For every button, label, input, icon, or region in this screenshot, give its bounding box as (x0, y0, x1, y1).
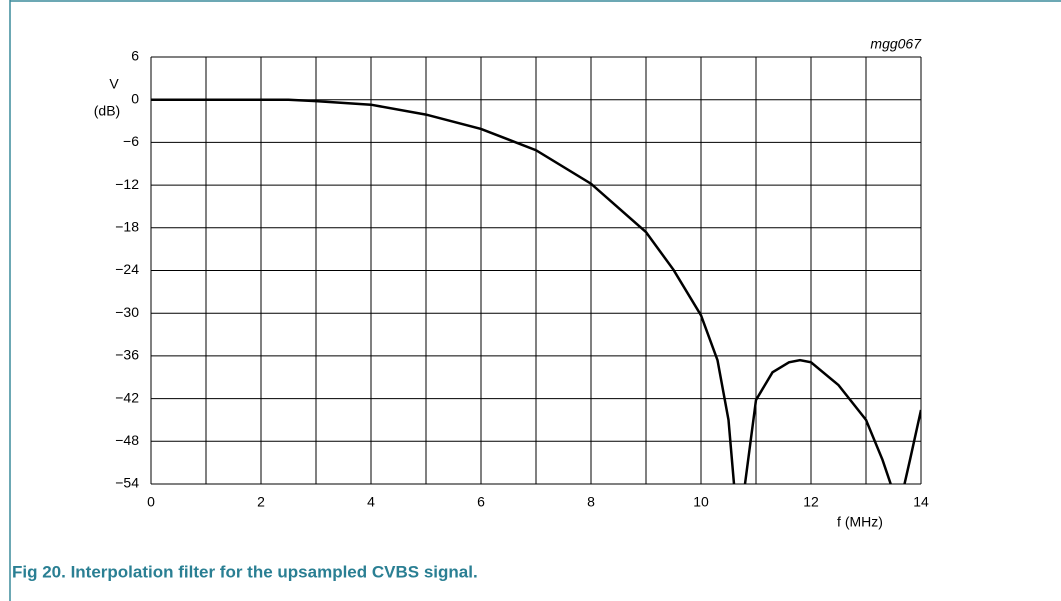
x-axis-label: f (MHz) (837, 514, 883, 530)
y-tick-label: −42 (115, 389, 139, 405)
y-tick-label: −12 (115, 176, 139, 192)
x-tick-label: 10 (693, 494, 709, 510)
y-tick-label: −36 (115, 347, 139, 363)
y-tick-label: −54 (115, 475, 139, 491)
x-tick-label: 4 (367, 494, 375, 510)
x-tick-label: 0 (147, 494, 155, 510)
x-tick-label: 12 (803, 494, 819, 510)
x-tick-label: 6 (477, 494, 485, 510)
y-axis-label: (dB) (94, 103, 120, 119)
y-tick-label: 6 (131, 48, 139, 64)
y-tick-label: −6 (123, 133, 139, 149)
y-tick-label: −24 (115, 261, 139, 277)
x-tick-label: 2 (257, 494, 265, 510)
x-tick-label: 8 (587, 494, 595, 510)
y-axis-label: V (109, 76, 119, 92)
y-tick-label: −18 (115, 219, 139, 235)
y-tick-label: 0 (131, 90, 139, 106)
caption: Fig 20. Interpolation filter for the ups… (12, 562, 478, 581)
x-tick-label: 14 (913, 494, 929, 510)
data-line (151, 98, 921, 484)
y-tick-label: −30 (115, 304, 139, 320)
y-tick-label: −48 (115, 432, 139, 448)
figure-id: mgg067 (870, 36, 922, 52)
